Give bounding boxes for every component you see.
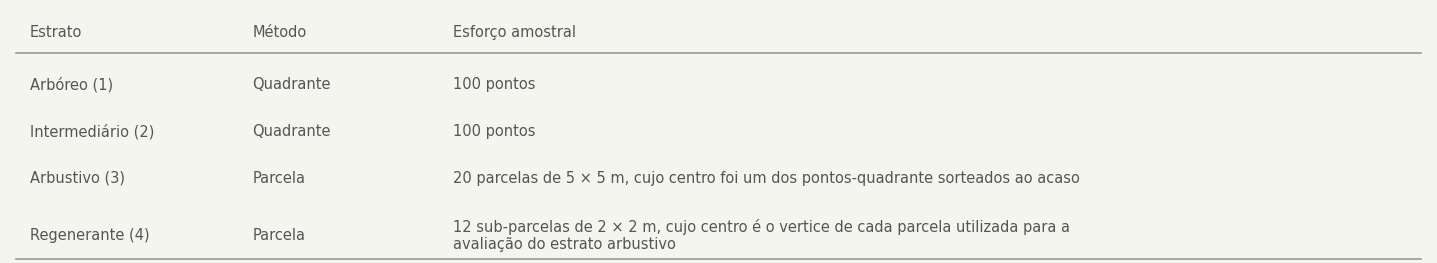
Text: Estrato: Estrato bbox=[30, 25, 82, 40]
Text: Quadrante: Quadrante bbox=[253, 77, 331, 92]
Text: Arbóreo (1): Arbóreo (1) bbox=[30, 77, 114, 92]
Text: Esforço amostral: Esforço amostral bbox=[453, 25, 576, 40]
Text: Parcela: Parcela bbox=[253, 171, 306, 186]
Text: Método: Método bbox=[253, 25, 306, 40]
Text: Quadrante: Quadrante bbox=[253, 124, 331, 139]
Text: 100 pontos: 100 pontos bbox=[453, 77, 536, 92]
Text: Intermediário (2): Intermediário (2) bbox=[30, 124, 154, 139]
Text: 20 parcelas de 5 × 5 m, cujo centro foi um dos pontos-quadrante sorteados ao aca: 20 parcelas de 5 × 5 m, cujo centro foi … bbox=[453, 171, 1081, 186]
Text: Arbustivo (3): Arbustivo (3) bbox=[30, 171, 125, 186]
Text: Regenerante (4): Regenerante (4) bbox=[30, 228, 149, 243]
Text: 12 sub-parcelas de 2 × 2 m, cujo centro é o vertice de cada parcela utilizada pa: 12 sub-parcelas de 2 × 2 m, cujo centro … bbox=[453, 219, 1071, 252]
Text: Parcela: Parcela bbox=[253, 228, 306, 243]
Text: 100 pontos: 100 pontos bbox=[453, 124, 536, 139]
